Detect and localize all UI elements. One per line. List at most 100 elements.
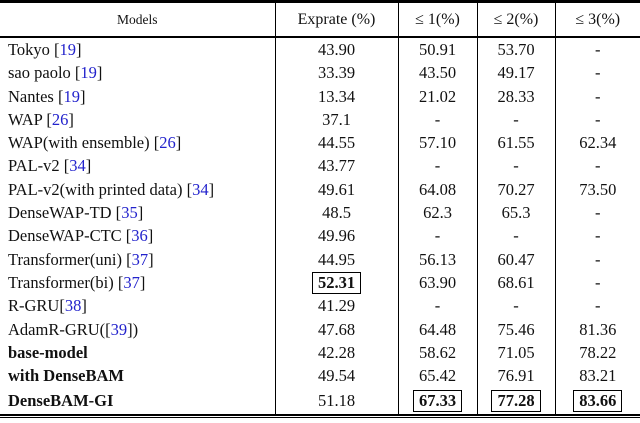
citation-link[interactable]: 39	[110, 319, 128, 339]
value-cell: 52.31	[274, 270, 398, 295]
model-name-cell: PAL-v2 [34]	[0, 154, 275, 177]
table-row: with DenseBAM 49.54 65.42 76.91 83.21	[0, 364, 640, 388]
model-name-text: ]	[208, 179, 215, 199]
value-cell: -	[554, 37, 640, 62]
value-cell: 44.95	[274, 247, 398, 271]
model-name-text: DenseBAM-GI	[8, 391, 114, 411]
value-cell: 44.55	[274, 131, 398, 155]
value-cell: -	[554, 224, 640, 248]
model-name-text: ]	[175, 133, 182, 153]
value-cell: 61.55	[476, 131, 555, 155]
value-cell: 75.46	[476, 317, 555, 341]
value-cell: 49.61	[274, 177, 398, 202]
model-name-cell: Nantes [19]	[0, 85, 275, 108]
table-row: PAL-v2(with printed data) [34] 49.61 64.08…	[0, 177, 640, 202]
model-name-text: WAP(with ensemble) [	[8, 133, 160, 153]
citation-link[interactable]: 34	[69, 156, 86, 176]
boxed-best-value: 77.28	[491, 390, 541, 413]
value-cell: 49.17	[476, 61, 555, 85]
model-name-cell: with DenseBAM	[0, 364, 275, 387]
model-name-text: ])	[127, 319, 139, 339]
table-row: R-GRU[38] 41.29- - -	[0, 294, 640, 318]
citation-link[interactable]: 26	[51, 109, 69, 129]
value-cell: 81.36	[554, 317, 640, 341]
model-name-cell: WAP [26]	[0, 108, 275, 131]
citation-link[interactable]: 38	[64, 296, 82, 316]
value-cell: 68.61	[476, 270, 555, 295]
model-name-cell: sao paolo [19]	[0, 61, 275, 84]
model-name-text: R-GRU[	[8, 296, 65, 316]
table-row: AdamR-GRU([39]) 47.68 64.48 75.46 81.36	[0, 317, 640, 341]
model-name-cell: AdamR-GRU([39])	[0, 318, 275, 341]
model-name-cell: Tokyo [19]	[0, 37, 275, 61]
table-row: WAP(with ensemble) [26] 44.55 57.10 61.55 62…	[0, 131, 640, 155]
value-cell: -	[554, 294, 640, 318]
value-cell: -	[554, 247, 640, 271]
table-row: DenseWAP-CTC [36] 49.96- - -	[0, 224, 640, 248]
value-cell: -	[476, 294, 555, 318]
citation-link[interactable]: 19	[59, 40, 77, 59]
citation-link[interactable]: 19	[63, 86, 80, 106]
value-cell: -	[554, 61, 640, 85]
citation-link[interactable]: 34	[192, 179, 209, 199]
value-cell: -	[554, 270, 640, 295]
value-cell: 43.77	[274, 154, 398, 178]
value-cell: -	[554, 84, 640, 108]
table-row: Transformer(bi) [37] 52.31 63.90 68.61-	[0, 270, 640, 295]
model-name-text: DenseWAP-CTC [	[8, 226, 132, 246]
value-cell: 58.62	[397, 340, 477, 365]
value-cell: -	[397, 294, 477, 318]
value-cell: 28.33	[476, 84, 555, 108]
value-cell: 51.18	[274, 387, 398, 416]
value-cell: 53.70	[476, 37, 555, 62]
value-cell: 62.3	[397, 201, 477, 225]
model-name-text: ]	[148, 249, 154, 269]
value-cell: -	[397, 107, 477, 132]
value-cell: 43.50	[397, 61, 477, 85]
table-row: WAP [26] 37.1- - -	[0, 107, 640, 132]
value-cell: 83.21	[554, 364, 640, 388]
value-cell: 21.02	[397, 84, 477, 108]
value-cell: 78.22	[554, 340, 640, 365]
citation-link[interactable]: 36	[131, 226, 148, 246]
table-row: DenseWAP-TD [35] 48.5 62.3 65.3-	[0, 201, 640, 225]
value-cell: -	[397, 154, 477, 178]
value-cell: 71.05	[476, 340, 555, 365]
table-row: sao paolo [19] 33.39 43.50 49.17-	[0, 61, 640, 85]
citation-link[interactable]: 37	[131, 249, 149, 269]
value-cell: 65.3	[476, 201, 555, 225]
citation-link[interactable]: 26	[159, 133, 176, 153]
model-name-cell: DenseWAP-CTC [36]	[0, 224, 275, 247]
model-name-text: with DenseBAM	[8, 366, 124, 386]
value-cell: -	[554, 201, 640, 225]
table-row: Transformer(uni) [37] 44.95 56.13 60.47-	[0, 247, 640, 271]
value-cell: 67.33	[397, 387, 477, 416]
value-cell: 64.48	[397, 317, 477, 341]
value-cell: 76.91	[476, 364, 555, 388]
model-name-cell: base-model	[0, 341, 275, 364]
model-name-cell: DenseWAP-TD [35]	[0, 201, 275, 224]
citation-link[interactable]: 19	[80, 63, 97, 83]
model-name-cell: Transformer(uni) [37]	[0, 248, 275, 271]
model-name-cell: R-GRU[38]	[0, 294, 275, 317]
boxed-best-value: 83.66	[573, 390, 623, 413]
model-name-text: DenseWAP-TD [	[8, 203, 122, 223]
citation-link[interactable]: 35	[121, 203, 138, 223]
value-cell: 62.34	[554, 131, 640, 155]
table-row: Tokyo [19] 43.90 50.91 53.70-	[0, 37, 640, 62]
col-header-exprate: Exprate (%)	[274, 1, 398, 38]
value-cell: -	[554, 107, 640, 132]
model-name-text: Transformer(bi) [	[8, 272, 124, 292]
table-row: Nantes [19] 13.34 21.02 28.33-	[0, 84, 640, 108]
col-header-leq3: ≤ 3(%)	[554, 1, 640, 38]
model-name-text: AdamR-GRU([	[8, 319, 111, 339]
model-name-text: ]	[79, 86, 86, 106]
bottom-double-rule	[0, 417, 640, 419]
value-cell: -	[476, 107, 555, 132]
model-name-text: ]	[76, 40, 82, 59]
boxed-best-value: 52.31	[311, 271, 362, 294]
value-cell: 50.91	[397, 37, 477, 62]
value-cell: 49.96	[274, 224, 398, 248]
citation-link[interactable]: 37	[123, 272, 140, 292]
value-cell: -	[476, 224, 555, 248]
